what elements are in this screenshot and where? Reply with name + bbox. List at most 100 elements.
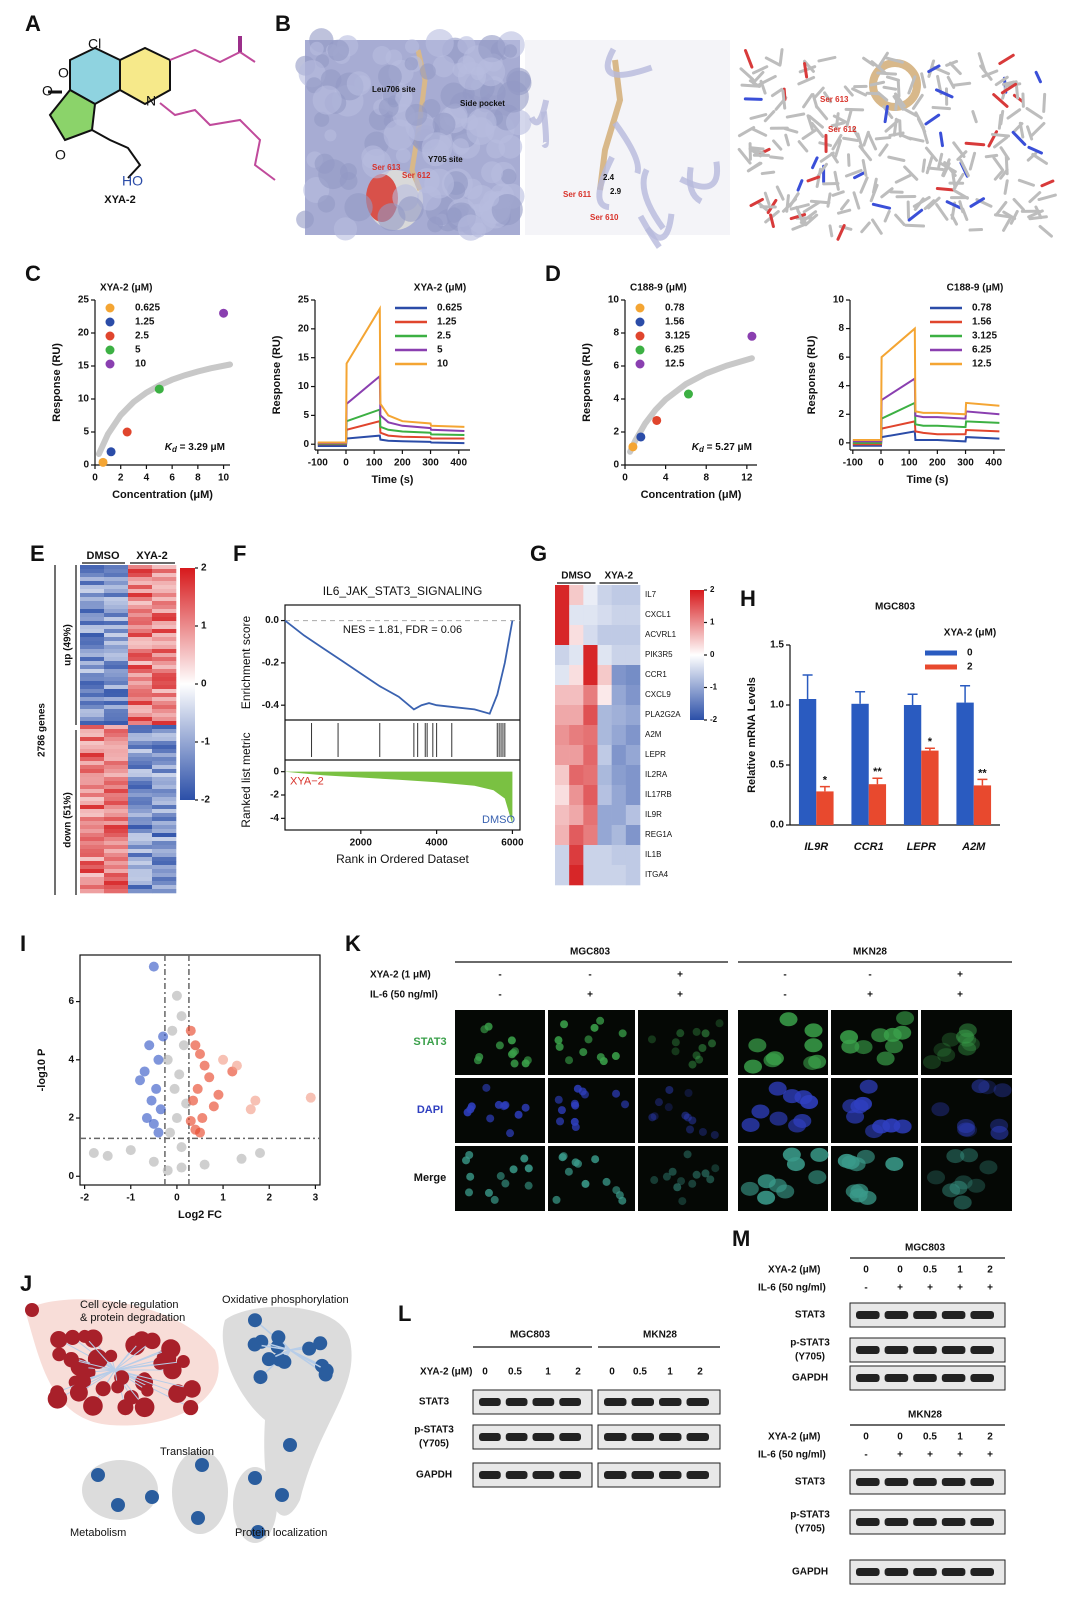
stick [993,169,1004,181]
heat-stripe [152,565,177,570]
legend-label: 0.625 [135,303,160,314]
heat-stripe [128,653,153,658]
y-axis-label: Response (RU) [806,335,818,414]
surface-bump [378,97,399,118]
point [144,1040,155,1051]
heat-stripe [128,601,153,606]
stick [969,197,986,208]
band [884,1478,909,1486]
cell-blob [871,1028,890,1043]
stick [937,152,944,169]
heat-stripe [152,769,177,774]
stick [984,153,999,159]
cell-blob [698,1127,707,1136]
stick [871,202,892,210]
heat-stripe [128,613,153,618]
point [245,1104,256,1115]
stick [951,81,972,87]
surface-bump [317,195,336,213]
heat-cell [569,845,584,866]
y-tick-label: 25 [298,295,310,306]
heat-cell [569,685,584,706]
heat-stripe [152,777,177,782]
stick [823,91,833,104]
molecule [48,36,276,181]
heat-stripe [80,717,105,722]
panel-label: L [398,1301,411,1326]
stick [828,224,834,238]
node [52,1347,67,1362]
treatment-sign: + [587,990,593,1001]
legend-swatch [105,331,115,341]
band-label: STAT3 [795,1477,826,1488]
stick [883,105,889,124]
significance: * [928,736,933,748]
stick [830,121,846,128]
heat-stripe [80,853,105,858]
row-label: CCR1 [645,670,667,679]
stick [865,91,881,96]
ribbon [604,47,653,78]
point [178,1040,189,1051]
heat-stripe [152,701,177,706]
heat-stripe [152,613,177,618]
bar [956,702,974,825]
heat-stripe [80,777,105,782]
heat-stripe [80,685,105,690]
atom-label: Cl [88,36,101,52]
band [604,1471,627,1479]
y-tick-label: 4 [838,380,844,391]
stick [778,48,784,66]
cell-blob [509,1165,518,1174]
heat-cell [611,645,627,666]
structure-label: Side pocket [460,99,505,108]
node [78,1329,92,1343]
stick [896,79,901,98]
heat-cell [555,825,570,846]
cell-blob [496,1172,505,1181]
surface-bump [481,161,504,184]
heat-cell [555,785,570,806]
y-tick-label: 0 [838,437,844,448]
stick [811,156,819,170]
heat-cell [597,825,612,846]
heat-stripe [104,737,129,742]
heat-stripe [80,605,105,610]
heat-stripe [80,745,105,750]
point [195,1048,205,1059]
heat-stripe [152,669,177,674]
stick [842,136,860,142]
cell-blob [684,1089,693,1098]
heat-stripe [104,865,129,870]
heat-stripe [80,877,105,882]
cell-blob [893,1025,912,1040]
heat-stripe [152,753,177,758]
panel-label: H [740,586,756,611]
x-axis-label: Log2 FC [178,1209,222,1221]
heat-stripe [80,593,105,598]
point [148,1118,159,1129]
cell-blob [922,1055,941,1070]
heat-stripe [104,853,129,858]
cell-blob [484,1022,493,1031]
heat-stripe [104,745,129,750]
heat-stripe [104,813,129,818]
treatment-sign: - [783,970,786,981]
row-label: REG1A [645,830,673,839]
heat-stripe [128,773,153,778]
x-tick-label: A2M [961,841,986,853]
channel-label: DAPI [417,1104,443,1116]
band-label: p-STAT3 [790,1510,830,1521]
heat-stripe [104,829,129,834]
cell-blob [956,1119,975,1134]
point [162,1054,173,1065]
dose: 1 [957,1265,963,1276]
cell-blob [510,1059,519,1068]
x-axis-label: Rank in Ordered Dataset [336,852,469,866]
heat-cell [625,645,641,666]
stick [789,213,807,221]
chart-title: MGC803 [875,602,915,613]
cell-blob [612,1089,621,1098]
node [91,1468,105,1482]
heat-stripe [152,797,177,802]
